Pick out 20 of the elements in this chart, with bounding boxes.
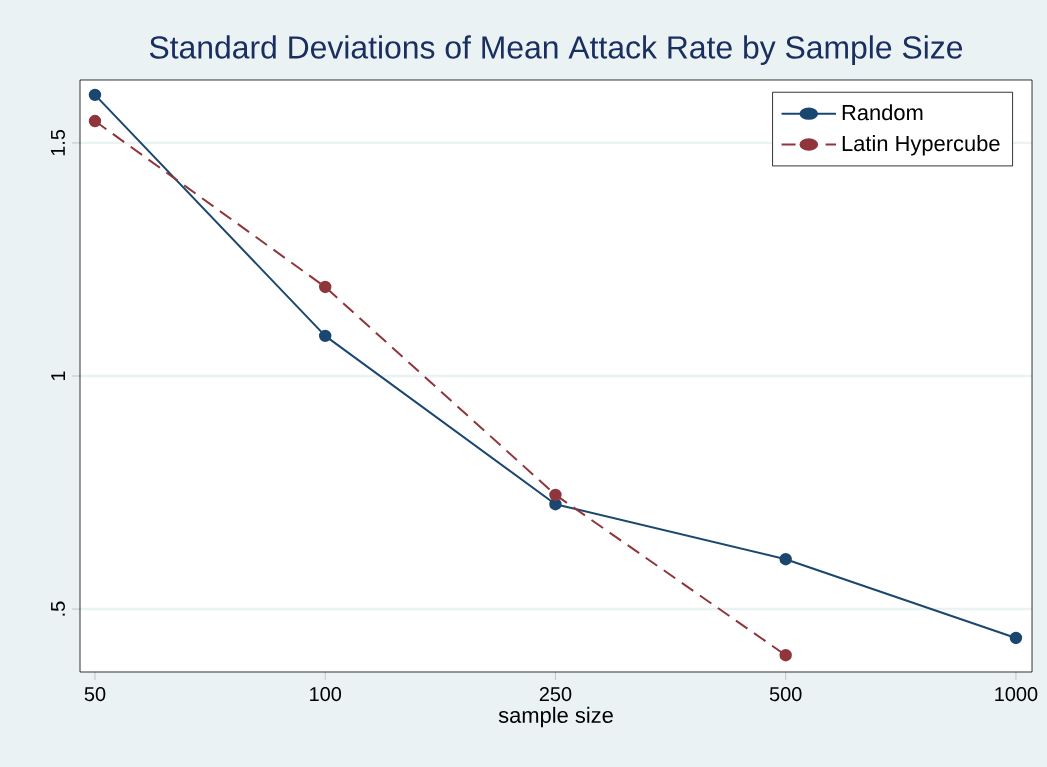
y-tick-label: 1	[51, 371, 65, 380]
point	[319, 280, 332, 294]
legend-label: Random	[842, 104, 923, 121]
y-tick-label: 1.5	[51, 129, 65, 156]
point	[779, 552, 792, 566]
x-tick-label: 250	[539, 687, 572, 702]
point	[88, 114, 102, 128]
point	[549, 488, 562, 502]
y-tick-label: .5	[51, 601, 65, 616]
x-tick-label: 50	[84, 687, 106, 702]
point	[779, 649, 792, 662]
x-axis-title: sample size	[498, 706, 613, 728]
point	[88, 88, 102, 102]
x-tick-label: 500	[769, 687, 802, 702]
point	[1009, 631, 1023, 645]
point	[319, 329, 332, 343]
x-tick-label: 100	[310, 687, 342, 702]
x-tick-label: 1000	[995, 687, 1038, 702]
chart-title: Standard Deviations of Mean Attack Rate by Sample Size	[149, 35, 963, 66]
legend-label: Latin Hypercube	[842, 135, 1000, 156]
